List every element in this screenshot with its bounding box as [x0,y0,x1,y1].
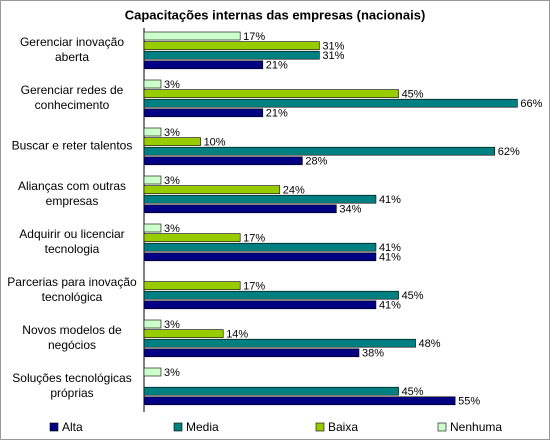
bar [143,242,377,252]
legend-swatch [49,422,59,432]
category-label: Alianças com outras empresas [17,179,127,209]
bar [143,204,337,214]
value-label: 24% [283,185,305,197]
bar [143,338,416,348]
category-label: Adquirir ou licenciar tecnologia [19,227,125,257]
value-label: 3% [164,319,180,331]
bar [143,50,320,60]
bar [143,175,162,185]
value-label: 3% [164,79,180,91]
bar [143,319,162,329]
value-label: 3% [164,367,180,379]
bar [143,41,320,50]
bar [143,252,377,262]
value-label: 17% [243,31,265,43]
legend-swatch [315,422,325,432]
category-label: Parcerias para inovação tecnológica [7,275,137,305]
legend-label: Baixa [328,420,358,434]
value-label: 45% [402,386,424,398]
category-label: Gerenciar inovação aberta [19,35,125,65]
bar [143,194,377,204]
value-label: 45% [402,290,424,302]
value-label: 31% [322,41,344,53]
value-label: 41% [379,300,401,312]
legend-label: Alta [62,420,83,434]
value-label: 3% [164,175,180,187]
bar [143,98,518,108]
value-label: 21% [266,108,288,120]
bar [143,185,281,194]
legend-label: Media [186,420,219,434]
value-label: 45% [402,89,424,101]
bar [143,233,241,242]
legend-swatch [173,422,183,432]
bar [143,156,303,166]
bar [143,31,241,41]
bar [143,329,224,338]
value-label: 41% [379,242,401,254]
value-label: 41% [379,252,401,264]
bar [143,290,399,300]
bar [143,300,377,310]
bar [143,137,201,146]
value-label: 17% [243,233,265,245]
bar [143,386,399,396]
bar [143,108,264,118]
bar [143,396,456,406]
category-label: Buscar e reter talentos [11,138,133,153]
legend-label: Nenhuma [450,420,502,434]
value-label: 14% [226,329,248,341]
bar [143,60,264,70]
value-label: 21% [266,60,288,72]
value-label: 10% [204,137,226,149]
legend-swatch [437,422,447,432]
value-label: 48% [419,338,441,350]
value-label: 41% [379,194,401,206]
bar [143,223,162,233]
bar [143,89,399,98]
value-label: 3% [164,127,180,139]
bar [143,127,162,137]
value-label: 66% [520,98,542,110]
category-label: Gerenciar redes de conhecimento [20,83,124,113]
value-label: 17% [243,281,265,293]
chart-title: Capacitações internas das empresas (naci… [125,7,426,22]
bar [143,348,360,358]
value-label: 3% [164,223,180,235]
value-label: 38% [362,348,384,360]
category-label: Novos modelos de negócios [22,323,122,353]
bar [143,79,162,89]
category-label: Soluções tecnológicas próprias [12,371,132,401]
value-label: 31% [322,50,344,62]
bar [143,146,496,156]
value-label: 34% [339,204,361,216]
value-label: 55% [458,396,480,408]
bar [143,281,241,290]
bar [143,367,162,377]
value-label: 28% [305,156,327,168]
value-label: 62% [498,146,520,158]
